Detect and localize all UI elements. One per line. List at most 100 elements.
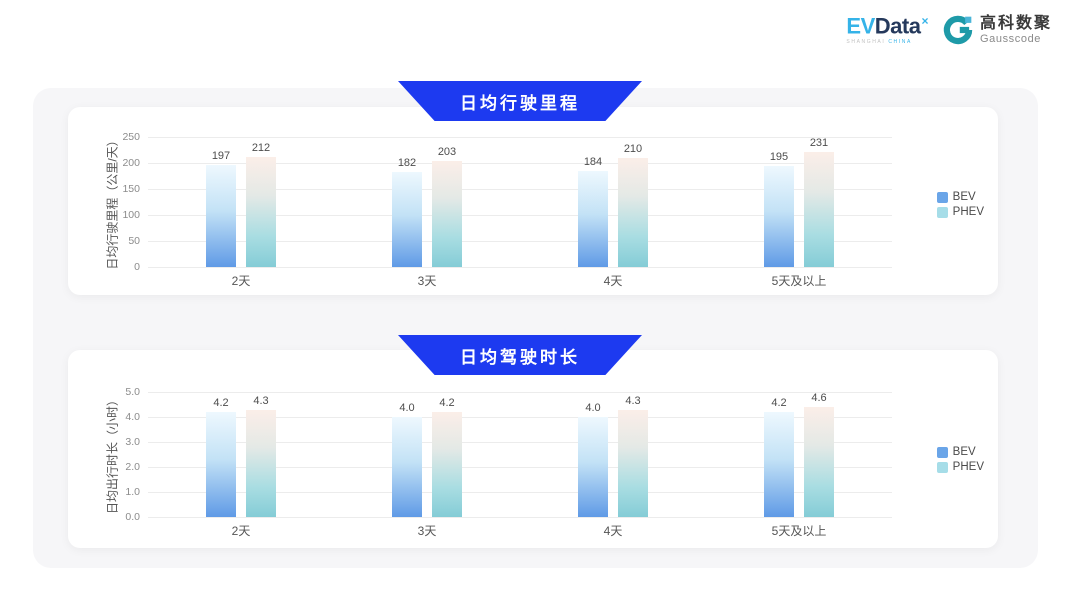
legend-swatch-phev xyxy=(936,461,948,473)
bar-bev xyxy=(578,171,608,267)
bar-phev xyxy=(432,161,462,267)
bar-value-label: 4.3 xyxy=(625,394,641,407)
gridline xyxy=(148,267,892,268)
bar-with-label: 231 xyxy=(804,137,834,267)
bar-with-label: 4.3 xyxy=(618,392,648,517)
bar-with-label: 4.2 xyxy=(206,392,236,517)
legend-item-bev[interactable]: BEV xyxy=(936,446,984,458)
mileage-gridlines xyxy=(148,137,892,268)
bar-with-label: 195 xyxy=(764,137,794,267)
bar-with-label: 184 xyxy=(578,137,608,267)
duration-y-axis-ticks: 0.0 1.0 2.0 3.0 4.0 5.0 xyxy=(68,386,140,523)
legend-item-phev[interactable]: PHEV xyxy=(936,461,984,473)
gridline xyxy=(148,189,892,190)
legend-swatch-bev xyxy=(936,446,948,458)
bar-phev xyxy=(618,409,648,517)
x-category-label: 5天及以上 xyxy=(771,524,827,538)
mileage-plot-area: 197 212 2天 182 203 3天 184 210 4天 195 231 5天及以上 xyxy=(148,137,892,288)
x-category-label: 3天 xyxy=(417,524,437,538)
bar-with-label: 4.3 xyxy=(246,392,276,517)
bar-with-label: 203 xyxy=(432,137,462,267)
bar-with-label: 4.2 xyxy=(432,392,462,517)
gridline xyxy=(148,517,892,518)
y-tick-label: 100 xyxy=(122,209,140,221)
bar-phev xyxy=(246,409,276,517)
legend-label: PHEV xyxy=(952,206,984,218)
gridline xyxy=(148,442,892,443)
evdata-tagline-right: CHINA xyxy=(888,39,912,46)
duration-chart-card: 日均出行时长（小时） 0.0 1.0 2.0 3.0 4.0 5.0 4.2 4.3 2天 4.… xyxy=(68,350,998,548)
bar-group: 184 210 4天 xyxy=(520,137,706,288)
page-header: EVData× SHANGHAI CHINA 高科数聚 Gausscode xyxy=(846,14,1052,46)
gausscode-text: 高科数聚 Gausscode xyxy=(980,15,1052,44)
duration-chart-legend: BEV PHEV xyxy=(936,446,984,473)
bar-group: 4.2 4.3 2天 xyxy=(148,392,334,538)
bar-phev xyxy=(804,407,834,517)
bar-value-label: 212 xyxy=(251,141,271,154)
evdata-tagline-left: SHANGHAI xyxy=(846,39,886,46)
charts-panel: 日均行驶里程 日均行驶里程（公里/天） 0 50 100 150 200 250 197 2… xyxy=(33,81,1038,568)
gausscode-g-icon xyxy=(943,15,973,45)
y-tick-label: 50 xyxy=(128,235,140,247)
bar-with-label: 212 xyxy=(246,137,276,267)
evdata-ev-text: EV xyxy=(846,13,875,39)
duration-gridlines xyxy=(148,392,892,518)
evdata-wordmark: EVData× xyxy=(846,15,928,37)
bar-value-label: 210 xyxy=(623,142,643,155)
bar-with-label: 4.0 xyxy=(578,392,608,517)
bar-group: 197 212 2天 xyxy=(148,137,334,288)
mileage-y-axis-ticks: 0 50 100 150 200 250 xyxy=(68,131,140,273)
bar-group: 4.2 4.6 5天及以上 xyxy=(706,392,892,538)
evdata-data-text: Data xyxy=(874,13,921,39)
gausscode-logo: 高科数聚 Gausscode xyxy=(942,14,1052,46)
bar-with-label: 197 xyxy=(206,137,236,267)
y-tick-label: 2.0 xyxy=(125,461,140,473)
y-tick-label: 0 xyxy=(134,261,140,273)
x-category-label: 4天 xyxy=(603,524,623,538)
bar-value-label: 4.2 xyxy=(213,397,229,409)
gridline xyxy=(148,417,892,418)
legend-label: PHEV xyxy=(952,461,984,473)
x-category-label: 3天 xyxy=(417,274,437,288)
bar-bev xyxy=(392,172,422,267)
bar-value-label: 231 xyxy=(809,137,829,149)
bar-bev xyxy=(764,165,794,267)
bar-value-label: 195 xyxy=(769,150,789,163)
mileage-chart-title-banner: 日均行驶里程 xyxy=(398,81,642,121)
y-tick-label: 250 xyxy=(122,131,140,143)
evdata-x-icon: × xyxy=(921,13,928,28)
gausscode-en-name: Gausscode xyxy=(979,32,1042,45)
bar-group: 4.0 4.2 3天 xyxy=(334,392,520,538)
bar-phev xyxy=(804,152,834,267)
evdata-tagline: SHANGHAI CHINA xyxy=(846,39,911,45)
legend-swatch-phev xyxy=(936,206,948,218)
x-category-label: 2天 xyxy=(231,274,251,288)
bar-bev xyxy=(578,417,608,517)
duration-bar-groups: 4.2 4.3 2天 4.0 4.2 3天 4.0 4.3 4天 4.2 4.6 5天及以上 xyxy=(148,392,892,538)
gridline xyxy=(148,492,892,493)
mileage-chart-legend: BEV PHEV xyxy=(936,191,984,218)
legend-label: BEV xyxy=(952,191,976,203)
y-tick-label: 150 xyxy=(122,183,140,195)
bar-phev xyxy=(432,412,462,517)
legend-label: BEV xyxy=(952,446,976,458)
bar-bev xyxy=(392,417,422,517)
bar-value-label: 4.0 xyxy=(585,402,601,414)
gridline xyxy=(148,241,892,242)
bar-value-label: 182 xyxy=(397,157,417,170)
legend-item-bev[interactable]: BEV xyxy=(936,191,984,203)
x-category-label: 4天 xyxy=(603,274,623,288)
y-tick-label: 0.0 xyxy=(125,511,140,523)
bar-value-label: 4.2 xyxy=(771,397,787,409)
mileage-chart-card: 日均行驶里程（公里/天） 0 50 100 150 200 250 197 212 2天 182… xyxy=(68,107,998,295)
y-tick-label: 4.0 xyxy=(125,411,140,423)
y-tick-label: 200 xyxy=(122,157,140,169)
duration-chart-title: 日均驾驶时长 xyxy=(460,347,580,367)
bar-with-label: 4.6 xyxy=(804,392,834,517)
bar-value-label: 197 xyxy=(211,149,231,162)
bar-value-label: 4.2 xyxy=(439,397,455,409)
bar-bev xyxy=(206,412,236,517)
mileage-bar-groups: 197 212 2天 182 203 3天 184 210 4天 195 231 5天及以上 xyxy=(148,137,892,288)
gridline xyxy=(148,215,892,216)
legend-item-phev[interactable]: PHEV xyxy=(936,206,984,218)
